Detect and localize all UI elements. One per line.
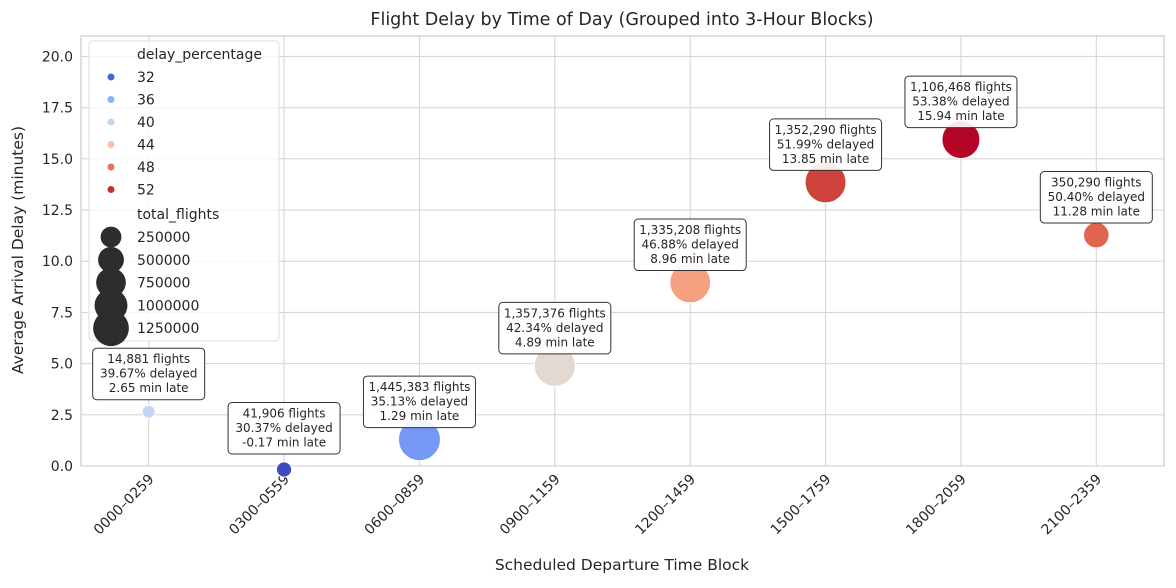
annotation-text: 39.67% delayed (100, 367, 197, 381)
annotation-text: 1.29 min late (380, 409, 460, 423)
data-point (141, 404, 156, 419)
annotation-text: 41,906 flights (243, 407, 326, 421)
annotation-text: 1,445,383 flights (368, 380, 470, 394)
annotation-frame (362, 375, 476, 429)
legend-size-marker (93, 310, 129, 347)
chart-title: Flight Delay by Time of Day (Grouped int… (370, 10, 873, 30)
annotation-text: 51.99% delayed (777, 137, 874, 151)
y-axis-label: Average Arrival Delay (minutes) (9, 126, 27, 374)
legend-hue-label: 44 (137, 138, 155, 154)
annotation-frame (769, 118, 883, 171)
annotation-text: 11.28 min late (1053, 205, 1140, 219)
y-tick-label: 2.5 (51, 408, 73, 424)
annotation-text: 1,352,290 flights (775, 123, 877, 137)
legend-hue-label: 48 (137, 160, 155, 176)
x-tick-label: 0000–0259 (91, 472, 158, 539)
data-point (275, 461, 293, 478)
y-tick-label: 20.0 (42, 49, 73, 65)
x-axis-label: Scheduled Departure Time Block (495, 556, 749, 574)
legend-size-label: 500000 (137, 253, 190, 269)
legend-hue-marker (107, 163, 115, 171)
annotation-text: 13.85 min late (782, 152, 869, 166)
legend-size-label: 1250000 (137, 321, 199, 337)
y-tick-label: 0.0 (51, 459, 73, 475)
x-tick-label: 1200–1459 (632, 472, 699, 539)
y-tick-label: 12.5 (42, 203, 73, 219)
annotation-frame (92, 347, 206, 401)
legend-hue-label: 40 (137, 115, 155, 131)
annotation-text: 46.88% delayed (642, 238, 739, 252)
annotation-text: 53.38% delayed (912, 95, 1009, 109)
legend-size-label: 250000 (137, 230, 190, 246)
y-tick-label: 10.0 (42, 254, 73, 270)
legend-hue-marker (107, 118, 115, 126)
legend-hue-marker (107, 73, 115, 81)
annotation-text: 350,290 flights (1051, 176, 1142, 190)
x-tick-label: 2100–2359 (1038, 472, 1105, 539)
annotation-text: 2.65 min late (109, 381, 189, 395)
annotation-text: 35.13% delayed (371, 395, 468, 409)
legend-size-label: 1000000 (137, 298, 199, 314)
annotation-text: 42.34% delayed (506, 321, 603, 335)
y-tick-label: 5.0 (51, 357, 73, 373)
y-tick-label: 17.5 (42, 101, 73, 117)
points-layer (141, 120, 1110, 478)
legend-size-title: total_flights (137, 207, 219, 223)
x-tick-label: 0300–0559 (226, 472, 293, 539)
x-tick-label: 0900–1159 (497, 472, 564, 539)
x-tick-label: 0600–0859 (362, 472, 429, 539)
annotation-text: 15.94 min late (917, 109, 1004, 123)
annotation-frame (498, 301, 612, 355)
x-tick-label: 1800–2059 (903, 472, 970, 539)
annotation-text: 30.37% delayed (235, 421, 332, 435)
annotation-text: 8.96 min late (650, 252, 730, 266)
legend-size-marker (96, 267, 126, 298)
y-tick-label: 7.5 (51, 305, 73, 321)
annotation-text: 1,335,208 flights (639, 223, 741, 237)
annotation-text: 1,357,376 flights (504, 306, 606, 320)
legend-hue-marker (107, 96, 115, 103)
legend-size-marker (100, 226, 122, 248)
data-point (1083, 221, 1110, 249)
legend-frame (88, 40, 280, 342)
annotation-text: -0.17 min late (242, 436, 326, 450)
legend-size-label: 750000 (137, 276, 190, 292)
annotation-frame (1039, 171, 1153, 224)
legend-hue-label: 36 (137, 93, 155, 109)
annotation-frame (633, 218, 747, 272)
legend-hue-label: 32 (137, 70, 155, 86)
annotation-frame (904, 75, 1018, 129)
legend: delay_percentage 32 36 40 44 48 52 total_flight… (88, 40, 280, 347)
y-tick-label: 15.0 (42, 152, 73, 168)
annotation-text: 14,881 flights (107, 352, 190, 366)
legend-size-marker (98, 246, 124, 273)
x-tick-label: 1500–1759 (768, 472, 835, 539)
legend-hue-label: 52 (137, 183, 155, 199)
legend-hue-title: delay_percentage (137, 47, 262, 63)
annotation-text: 50.40% delayed (1048, 190, 1145, 204)
legend-hue-marker (107, 186, 115, 193)
annotation-text: 1,106,468 flights (910, 80, 1012, 94)
annotation-text: 4.89 min late (515, 335, 595, 349)
annotation-frame (227, 402, 341, 455)
legend-hue-marker (107, 141, 115, 148)
